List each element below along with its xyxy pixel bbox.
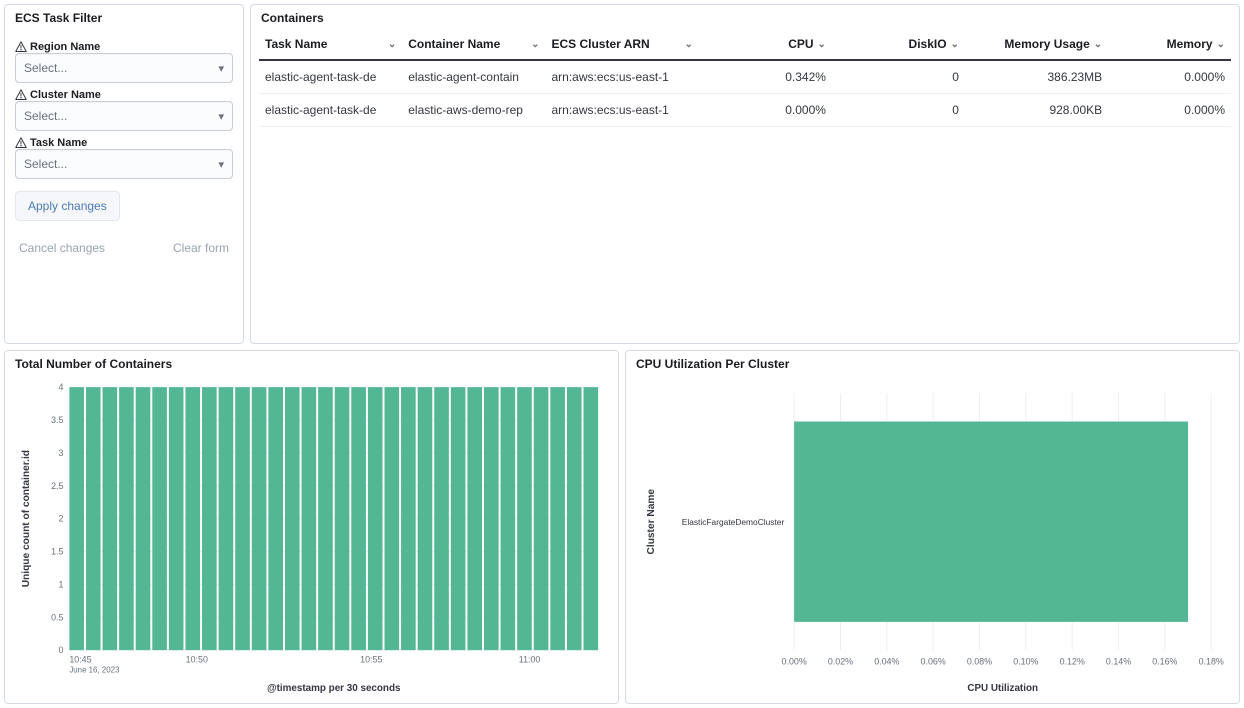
table-cell: elastic-agent-contain bbox=[402, 60, 545, 94]
table-cell: 0.000% bbox=[1108, 94, 1231, 127]
column-header[interactable]: Memory ⌄ bbox=[1108, 29, 1231, 60]
table-cell: arn:aws:ecs:us-east-1 bbox=[545, 60, 698, 94]
svg-text:0.16%: 0.16% bbox=[1152, 656, 1177, 666]
containers-panel-title: Containers bbox=[251, 5, 1239, 29]
containers-table: Task Name⌄Container Name⌄ECS Cluster ARN… bbox=[259, 29, 1231, 127]
column-header-label: ECS Cluster ARN bbox=[551, 37, 649, 51]
chevron-down-icon: ⌄ bbox=[818, 39, 826, 50]
column-header[interactable]: Container Name ⌄ bbox=[402, 29, 545, 60]
total-containers-chart: 0 0.5 1 1.5 2 2.5 3 3.5 4 10:45June 16, 2023 10:50… bbox=[15, 379, 608, 695]
select-placeholder: Select... bbox=[24, 109, 67, 123]
chevron-down-icon: ⌄ bbox=[388, 39, 396, 50]
table-cell: arn:aws:ecs:us-east-1 bbox=[545, 94, 698, 127]
svg-text:1.5: 1.5 bbox=[51, 546, 63, 556]
svg-text:0.06%: 0.06% bbox=[921, 656, 946, 666]
warning-icon bbox=[15, 41, 27, 53]
cancel-changes-button[interactable]: Cancel changes bbox=[19, 241, 105, 255]
chevron-down-icon: ⌄ bbox=[1094, 39, 1102, 50]
column-header-label: CPU bbox=[788, 37, 813, 51]
warning-icon bbox=[15, 137, 27, 149]
svg-text:0.00%: 0.00% bbox=[782, 656, 807, 666]
apply-changes-button[interactable]: Apply changes bbox=[15, 191, 120, 221]
svg-text:3.5: 3.5 bbox=[51, 415, 63, 425]
column-header[interactable]: CPU ⌄ bbox=[699, 29, 832, 60]
column-header[interactable]: ECS Cluster ARN ⌄ bbox=[545, 29, 698, 60]
table-row[interactable]: elastic-agent-task-deelastic-agent-conta… bbox=[259, 60, 1231, 94]
svg-text:Unique count of container.id: Unique count of container.id bbox=[21, 450, 32, 587]
column-header-label: Memory Usage bbox=[1004, 37, 1089, 51]
svg-text:0.02%: 0.02% bbox=[828, 656, 853, 666]
filter-field-label-text: Cluster Name bbox=[30, 89, 101, 101]
containers-panel: Containers Task Name⌄Container Name⌄ECS … bbox=[250, 4, 1240, 344]
svg-text:2: 2 bbox=[58, 514, 63, 524]
svg-text:ElasticFargateDemoCluster: ElasticFargateDemoCluster bbox=[682, 517, 785, 527]
cpu-utilization-chart-title: CPU Utilization Per Cluster bbox=[626, 351, 1239, 375]
svg-text:0.04%: 0.04% bbox=[874, 656, 899, 666]
warning-icon bbox=[15, 89, 27, 101]
svg-text:CPU Utilization: CPU Utilization bbox=[967, 683, 1038, 694]
table-cell: 928.00KB bbox=[965, 94, 1108, 127]
table-cell: 0 bbox=[832, 94, 965, 127]
chevron-down-icon: ⌄ bbox=[685, 39, 693, 50]
filter-field-label-text: Region Name bbox=[30, 41, 100, 53]
svg-text:10:55: 10:55 bbox=[360, 654, 382, 664]
filter-field-label: Region Name bbox=[15, 41, 233, 53]
filter-select[interactable]: Select... ▾ bbox=[15, 101, 233, 131]
filter-field-label: Cluster Name bbox=[15, 89, 233, 101]
chevron-down-icon: ⌄ bbox=[951, 39, 959, 50]
svg-text:2.5: 2.5 bbox=[51, 481, 63, 491]
filter-field-label-text: Task Name bbox=[30, 137, 87, 149]
svg-text:1: 1 bbox=[58, 579, 63, 589]
filter-panel: ECS Task Filter Region Name Select... ▾ Clu… bbox=[4, 4, 244, 344]
table-cell: 386.23MB bbox=[965, 60, 1108, 94]
table-cell: 0 bbox=[832, 60, 965, 94]
filter-select[interactable]: Select... ▾ bbox=[15, 53, 233, 83]
select-placeholder: Select... bbox=[24, 61, 67, 75]
svg-text:3: 3 bbox=[58, 448, 63, 458]
column-header[interactable]: DiskIO ⌄ bbox=[832, 29, 965, 60]
column-header-label: Task Name bbox=[265, 37, 327, 51]
svg-text:0.5: 0.5 bbox=[51, 612, 63, 622]
svg-text:0.10%: 0.10% bbox=[1013, 656, 1038, 666]
svg-text:0.18%: 0.18% bbox=[1199, 656, 1224, 666]
table-cell: elastic-agent-task-de bbox=[259, 94, 402, 127]
chevron-down-icon: ⌄ bbox=[531, 39, 539, 50]
svg-text:0.08%: 0.08% bbox=[967, 656, 992, 666]
chevron-down-icon: ▾ bbox=[218, 158, 224, 171]
select-placeholder: Select... bbox=[24, 157, 67, 171]
column-header[interactable]: Task Name ⌄ bbox=[259, 29, 402, 60]
svg-text:Cluster Name: Cluster Name bbox=[646, 488, 657, 554]
table-cell: 0.000% bbox=[699, 94, 832, 127]
table-cell: 0.342% bbox=[699, 60, 832, 94]
svg-text:0: 0 bbox=[58, 645, 63, 655]
filter-panel-title: ECS Task Filter bbox=[5, 5, 243, 29]
table-cell: 0.000% bbox=[1108, 60, 1231, 94]
cpu-utilization-chart: 0.00% 0.02% 0.04% 0.06% 0.08% 0.10% 0.12% 0.14%… bbox=[636, 379, 1229, 695]
filter-select[interactable]: Select... ▾ bbox=[15, 149, 233, 179]
chevron-down-icon: ⌄ bbox=[1217, 39, 1225, 50]
svg-text:@timestamp per 30 seconds: @timestamp per 30 seconds bbox=[267, 683, 401, 694]
table-row[interactable]: elastic-agent-task-deelastic-aws-demo-re… bbox=[259, 94, 1231, 127]
svg-text:11:00: 11:00 bbox=[519, 654, 541, 664]
svg-text:10:45: 10:45 bbox=[69, 654, 91, 664]
svg-text:0.12%: 0.12% bbox=[1060, 656, 1085, 666]
table-cell: elastic-aws-demo-rep bbox=[402, 94, 545, 127]
chevron-down-icon: ▾ bbox=[218, 110, 224, 123]
column-header-label: Memory bbox=[1167, 37, 1213, 51]
filter-field-label: Task Name bbox=[15, 137, 233, 149]
svg-text:10:50: 10:50 bbox=[186, 654, 208, 664]
svg-text:4: 4 bbox=[58, 382, 63, 392]
svg-text:0.14%: 0.14% bbox=[1106, 656, 1131, 666]
chevron-down-icon: ▾ bbox=[218, 62, 224, 75]
table-cell: elastic-agent-task-de bbox=[259, 60, 402, 94]
total-containers-chart-title: Total Number of Containers bbox=[5, 351, 618, 375]
cpu-utilization-chart-panel: CPU Utilization Per Cluster 0.00%0.02%0.… bbox=[625, 350, 1240, 704]
svg-text:June 16, 2023: June 16, 2023 bbox=[69, 665, 120, 674]
column-header-label: Container Name bbox=[408, 37, 500, 51]
clear-form-button[interactable]: Clear form bbox=[173, 241, 229, 255]
column-header-label: DiskIO bbox=[909, 37, 947, 51]
total-containers-chart-panel: Total Number of Containers 0 0.5 1 1.5 2 2.5 3… bbox=[4, 350, 619, 704]
column-header[interactable]: Memory Usage ⌄ bbox=[965, 29, 1108, 60]
